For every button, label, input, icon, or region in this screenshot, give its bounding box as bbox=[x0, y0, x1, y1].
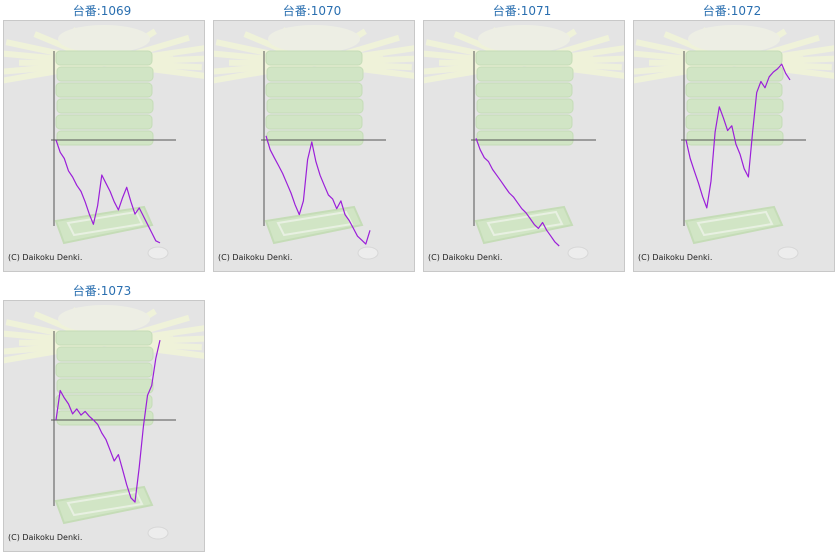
series-line bbox=[55, 139, 161, 244]
chart-title-link[interactable]: 台番:1071 bbox=[492, 4, 552, 18]
line-chart bbox=[214, 25, 414, 260]
watermark-tier bbox=[475, 50, 573, 66]
watermark-tier bbox=[686, 66, 784, 82]
watermark-tier bbox=[56, 130, 154, 146]
watermark-crown bbox=[688, 25, 780, 53]
copyright-label: (C) Daikoku Denki. bbox=[218, 253, 293, 262]
chart-title-link[interactable]: 台番:1070 bbox=[282, 4, 342, 18]
chart-cell-1070: 台番:1070 (C) Daikoku Denki. bbox=[211, 0, 415, 272]
watermark-crown bbox=[268, 25, 360, 53]
watermark-tier bbox=[56, 66, 154, 82]
watermark-tier bbox=[475, 114, 573, 130]
watermark-tier bbox=[476, 130, 574, 146]
machine-watermark bbox=[634, 25, 834, 260]
watermark-tier bbox=[55, 330, 153, 346]
line-chart bbox=[4, 305, 204, 540]
copyright-label: (C) Daikoku Denki. bbox=[8, 253, 83, 262]
copyright-label: (C) Daikoku Denki. bbox=[638, 253, 713, 262]
watermark-coin bbox=[147, 526, 169, 540]
watermark-crown bbox=[58, 25, 150, 53]
watermark-tier bbox=[55, 362, 153, 378]
watermark-tier bbox=[55, 114, 153, 130]
watermark-tier bbox=[265, 114, 363, 130]
watermark-tier bbox=[56, 98, 154, 114]
copyright-label: (C) Daikoku Denki. bbox=[8, 533, 83, 542]
watermark-tray-inner bbox=[696, 210, 774, 237]
watermark-tier bbox=[56, 346, 154, 362]
watermark-tier bbox=[686, 98, 784, 114]
copyright-label: (C) Daikoku Denki. bbox=[428, 253, 503, 262]
machine-watermark bbox=[4, 25, 204, 260]
watermark-tier bbox=[265, 82, 363, 98]
watermark-tier bbox=[265, 50, 363, 66]
watermark-tier bbox=[476, 66, 574, 82]
watermark-coin bbox=[567, 246, 589, 260]
chart-title-link[interactable]: 台番:1073 bbox=[72, 284, 132, 298]
watermark-ray bbox=[214, 60, 315, 84]
watermark-tier bbox=[55, 82, 153, 98]
watermark-tier bbox=[266, 66, 364, 82]
chart-title-link[interactable]: 台番:1072 bbox=[702, 4, 762, 18]
watermark-crown bbox=[478, 25, 570, 53]
machine-watermark bbox=[4, 305, 204, 540]
line-chart bbox=[424, 25, 624, 260]
watermark-tier bbox=[475, 82, 573, 98]
watermark-ray bbox=[424, 60, 525, 84]
watermark-tier bbox=[685, 114, 783, 130]
watermark-ray bbox=[4, 60, 105, 84]
watermark-tray-inner bbox=[66, 490, 144, 517]
watermark-tier bbox=[266, 98, 364, 114]
chart-title-link[interactable]: 台番:1069 bbox=[72, 4, 132, 18]
chart-panel: (C) Daikoku Denki. bbox=[3, 300, 205, 552]
chart-cell-1071: 台番:1071 (C) Daikoku Denki. bbox=[421, 0, 625, 272]
watermark-ray bbox=[4, 340, 105, 364]
chart-cell-1069: 台番:1069 (C) Daikoku Denki. bbox=[1, 0, 205, 272]
line-chart bbox=[634, 25, 834, 260]
chart-panel: (C) Daikoku Denki. bbox=[213, 20, 415, 272]
watermark-coin bbox=[777, 246, 799, 260]
chart-cell-1073: 台番:1073 (C) Daikoku Denki. bbox=[1, 280, 205, 552]
series-line bbox=[265, 135, 371, 245]
watermark-tier bbox=[55, 394, 153, 410]
series-line bbox=[55, 339, 161, 503]
watermark-tier bbox=[476, 98, 574, 114]
watermark-tier bbox=[685, 50, 783, 66]
watermark-coin bbox=[357, 246, 379, 260]
series-line bbox=[685, 63, 791, 209]
watermark-tray-inner bbox=[66, 210, 144, 237]
watermark-tray-inner bbox=[486, 210, 564, 237]
watermark-ray bbox=[634, 60, 735, 84]
watermark-tier bbox=[56, 410, 154, 426]
watermark-crown bbox=[58, 305, 150, 333]
line-chart bbox=[4, 25, 204, 260]
watermark-coin bbox=[147, 246, 169, 260]
chart-cell-1072: 台番:1072 (C) Daikoku Denki. bbox=[631, 0, 835, 272]
series-line bbox=[475, 138, 560, 247]
machine-watermark bbox=[214, 25, 414, 260]
chart-panel: (C) Daikoku Denki. bbox=[633, 20, 835, 272]
machine-watermark bbox=[424, 25, 624, 260]
watermark-tray-inner bbox=[276, 210, 354, 237]
chart-panel: (C) Daikoku Denki. bbox=[423, 20, 625, 272]
chart-panel: (C) Daikoku Denki. bbox=[3, 20, 205, 272]
watermark-tier bbox=[266, 130, 364, 146]
watermark-tier bbox=[56, 378, 154, 394]
watermark-tier bbox=[685, 82, 783, 98]
watermark-tier bbox=[55, 50, 153, 66]
